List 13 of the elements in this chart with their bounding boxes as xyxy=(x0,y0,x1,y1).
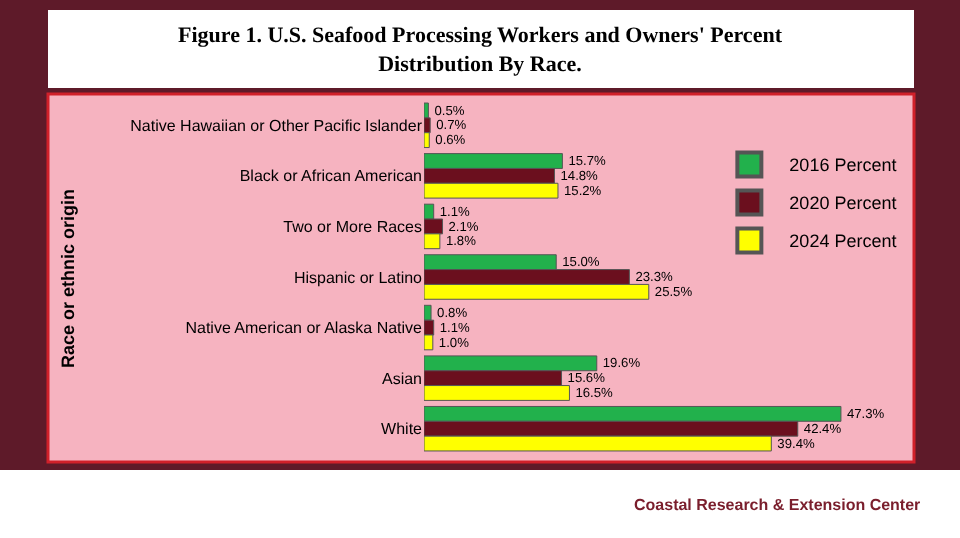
y-tick-label: Hispanic or Latino xyxy=(293,268,424,287)
y-tick-label: Black or African American xyxy=(239,167,422,186)
legend-label: 2024 Percent xyxy=(789,231,898,252)
y-tick-label: Native American or Alaska Native xyxy=(185,319,424,338)
chart-title: Figure 1. U.S. Seafood Processing Workers and Owners' Percent Distribution By Race. xyxy=(178,24,783,77)
legend-label: 2016 Percent xyxy=(789,155,898,176)
y-tick-label: White xyxy=(381,420,424,439)
text: Coastal Research & Extension Center xyxy=(634,496,921,514)
y-tick-label: Asian xyxy=(381,369,422,388)
y-axis-title: Race or ethnic origin xyxy=(58,188,78,368)
y-tick-label: Two or More Races xyxy=(283,218,422,237)
legend-label: 2020 Percent xyxy=(789,193,898,214)
y-tick-label: Native Hawaiian or Other Pacific Islander xyxy=(130,116,423,135)
